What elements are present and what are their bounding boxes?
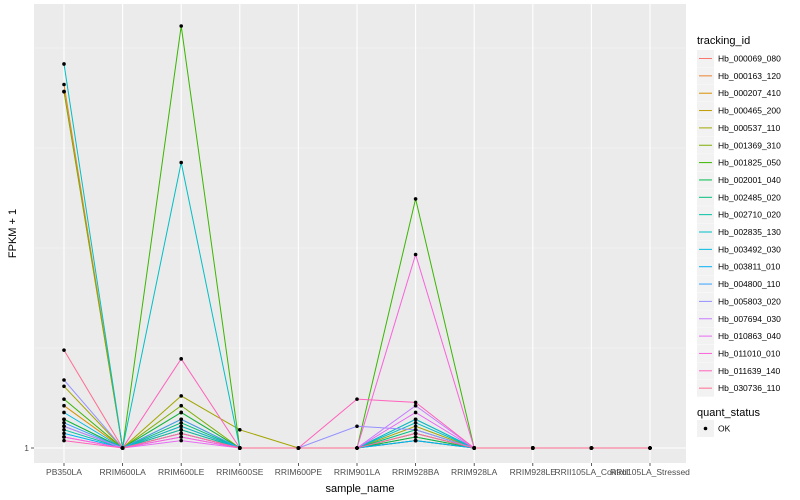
data-point	[179, 24, 183, 28]
data-point	[62, 82, 66, 87]
data-point	[62, 62, 66, 66]
y-tick-label: 1	[24, 443, 29, 453]
data-point	[179, 394, 183, 398]
data-point	[62, 397, 66, 401]
x-axis: PB350LA RRIM600LA RRIM600LE RRIM600SE RRIM60…	[46, 463, 690, 477]
data-point	[296, 446, 301, 450]
data-point	[179, 428, 183, 432]
y-axis-title: FPKM + 1	[7, 209, 19, 258]
legend-label: Hb_010863_040	[718, 331, 781, 341]
data-point	[413, 435, 418, 439]
legend-label: Hb_000207_410	[718, 88, 781, 98]
data-point	[413, 424, 418, 429]
data-point	[413, 428, 418, 432]
data-point	[355, 397, 359, 401]
legend-label: Hb_003492_030	[718, 244, 781, 254]
x-tick-label: RRII105LA_Stressed	[610, 467, 690, 477]
x-tick-label: RRIM901LA	[334, 467, 381, 477]
x-tick-label: RRIM928LA	[451, 467, 498, 477]
data-point	[62, 438, 66, 443]
x-tick-label: PB350LA	[46, 467, 82, 477]
data-point	[355, 446, 359, 450]
x-tick-label: RRIM600LA	[99, 467, 146, 477]
data-point	[179, 438, 183, 443]
data-point	[589, 446, 594, 450]
x-tick-label: RRIM928BA	[392, 467, 440, 477]
data-point	[62, 417, 66, 422]
legend-label: Hb_002485_020	[718, 192, 781, 202]
data-point	[62, 435, 66, 439]
data-point	[62, 428, 66, 432]
legend-label: Hb_000163_120	[718, 71, 781, 81]
y-axis: 1	[24, 443, 34, 453]
data-point	[62, 378, 66, 382]
legend-label: Hb_011010_010	[718, 348, 781, 358]
data-point	[413, 403, 418, 408]
legend-label: Hb_030736_110	[718, 383, 781, 393]
data-points	[62, 24, 652, 450]
data-point	[413, 438, 418, 443]
legend-label: OK	[718, 424, 731, 434]
legend-label: Hb_003811_010	[718, 262, 781, 272]
data-point	[355, 424, 359, 429]
x-tick-label: RRIM600LE	[158, 467, 205, 477]
legend-quant-status: quant_status OK	[697, 407, 760, 437]
legend-label: Hb_002710_020	[718, 210, 781, 220]
legend-label: Hb_000465_200	[718, 106, 781, 116]
legend-label: Hb_005803_020	[718, 296, 781, 306]
major-gridlines	[34, 4, 686, 463]
data-point	[179, 417, 183, 422]
data-point	[413, 252, 418, 257]
data-point	[413, 197, 418, 201]
legend-label: Hb_011639_140	[718, 366, 781, 376]
legend-key-point	[703, 426, 708, 431]
x-tick-label: RRIM600PE	[275, 467, 323, 477]
x-axis-title: sample_name	[325, 483, 394, 495]
legend-label: Hb_001825_050	[718, 158, 781, 168]
minor-gridlines	[34, 47, 686, 349]
data-point	[62, 410, 66, 415]
legend-label: Hb_002835_130	[718, 227, 781, 237]
data-point	[413, 410, 418, 415]
data-point	[179, 160, 183, 165]
data-point	[62, 424, 66, 429]
data-point	[413, 417, 418, 422]
data-point	[179, 420, 183, 425]
data-point	[179, 403, 183, 408]
plot-panel	[34, 4, 686, 463]
data-point	[179, 431, 183, 436]
legend-title: tracking_id	[697, 35, 750, 47]
data-point	[531, 446, 535, 450]
legend-tracking-id: tracking_id Hb_000069_080 Hb_000163_120 Hb…	[697, 35, 781, 397]
data-point	[413, 431, 418, 436]
data-point	[179, 357, 183, 361]
data-point	[238, 428, 242, 432]
data-point	[62, 348, 66, 352]
data-point	[238, 446, 242, 450]
data-point	[179, 410, 183, 415]
legend-label: Hb_007694_030	[718, 314, 781, 324]
legend-label: Hb_000069_080	[718, 54, 781, 64]
data-point	[472, 446, 477, 450]
legend-label: Hb_002001_040	[718, 175, 781, 185]
legend-title: quant_status	[697, 407, 760, 419]
data-point	[179, 435, 183, 439]
data-point	[62, 420, 66, 425]
data-point	[413, 420, 418, 425]
x-tick-label: RRII105LA_Control	[555, 467, 629, 477]
data-point	[62, 403, 66, 408]
data-point	[179, 424, 183, 429]
data-point	[62, 89, 66, 94]
data-point	[648, 446, 652, 450]
data-point	[413, 400, 418, 405]
data-point	[120, 446, 125, 450]
x-tick-label: RRIM928LE	[510, 467, 557, 477]
data-point	[62, 431, 66, 436]
x-tick-label: RRIM600SE	[216, 467, 264, 477]
legend-label: Hb_001369_310	[718, 140, 781, 150]
data-point	[62, 384, 66, 389]
legend-label: Hb_000537_110	[718, 123, 781, 133]
legend-label: Hb_004800_110	[718, 279, 781, 289]
